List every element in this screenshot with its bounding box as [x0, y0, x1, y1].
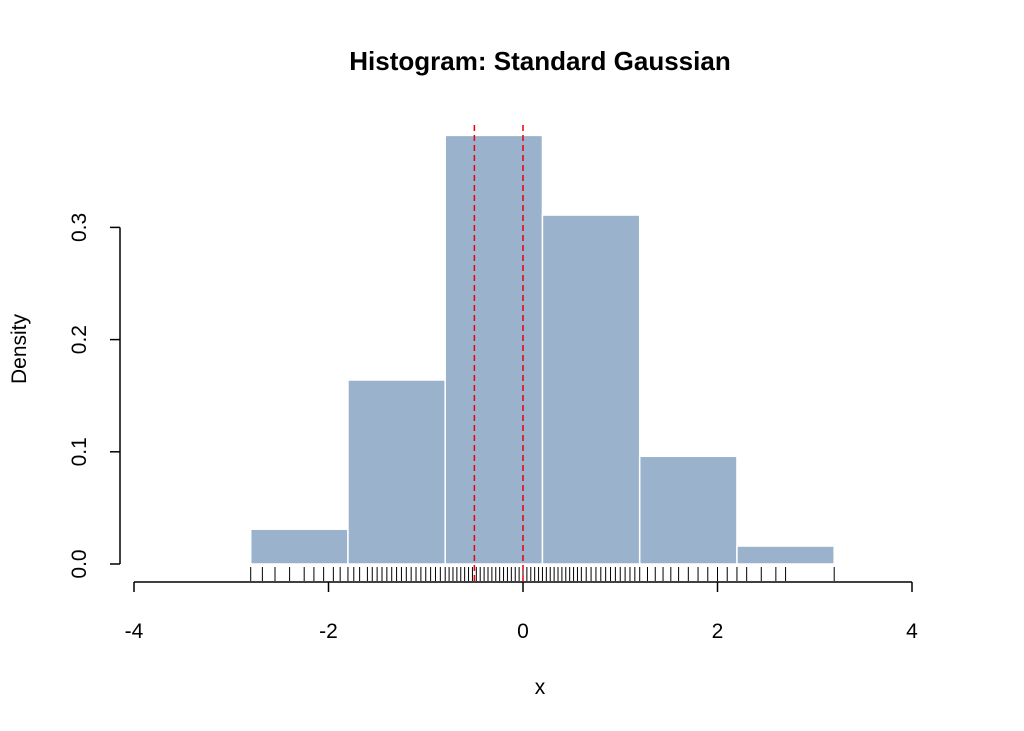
y-axis-label: Density [8, 313, 31, 384]
x-tick-label: -4 [125, 620, 144, 643]
y-tick-label: 0.1 [68, 437, 91, 466]
x-axis-label: x [535, 676, 546, 699]
x-tick-label: 4 [906, 620, 918, 643]
x-tick-label: 0 [517, 620, 529, 643]
x-tick-label: -2 [319, 620, 338, 643]
y-tick-label: 0.0 [68, 549, 91, 578]
histogram-bar-2 [347, 379, 446, 565]
histogram-bar-4 [541, 214, 641, 565]
reference-lines [473, 125, 524, 582]
histogram-bar-3 [444, 134, 544, 565]
chart-title: Histogram: Standard Gaussian [349, 46, 730, 76]
histogram-bar-1 [249, 528, 349, 565]
rug-ticks [250, 567, 835, 581]
y-axis: 0.0 0.1 0.2 0.3 [68, 213, 121, 579]
x-axis: -4 -2 0 2 4 [125, 581, 918, 643]
histogram-bars [249, 134, 835, 565]
y-tick-label: 0.2 [68, 325, 91, 354]
y-tick-label: 0.3 [68, 213, 91, 242]
histogram-bar-5 [638, 455, 738, 565]
x-tick-label: 2 [712, 620, 724, 643]
histogram-bar-6 [736, 545, 835, 565]
